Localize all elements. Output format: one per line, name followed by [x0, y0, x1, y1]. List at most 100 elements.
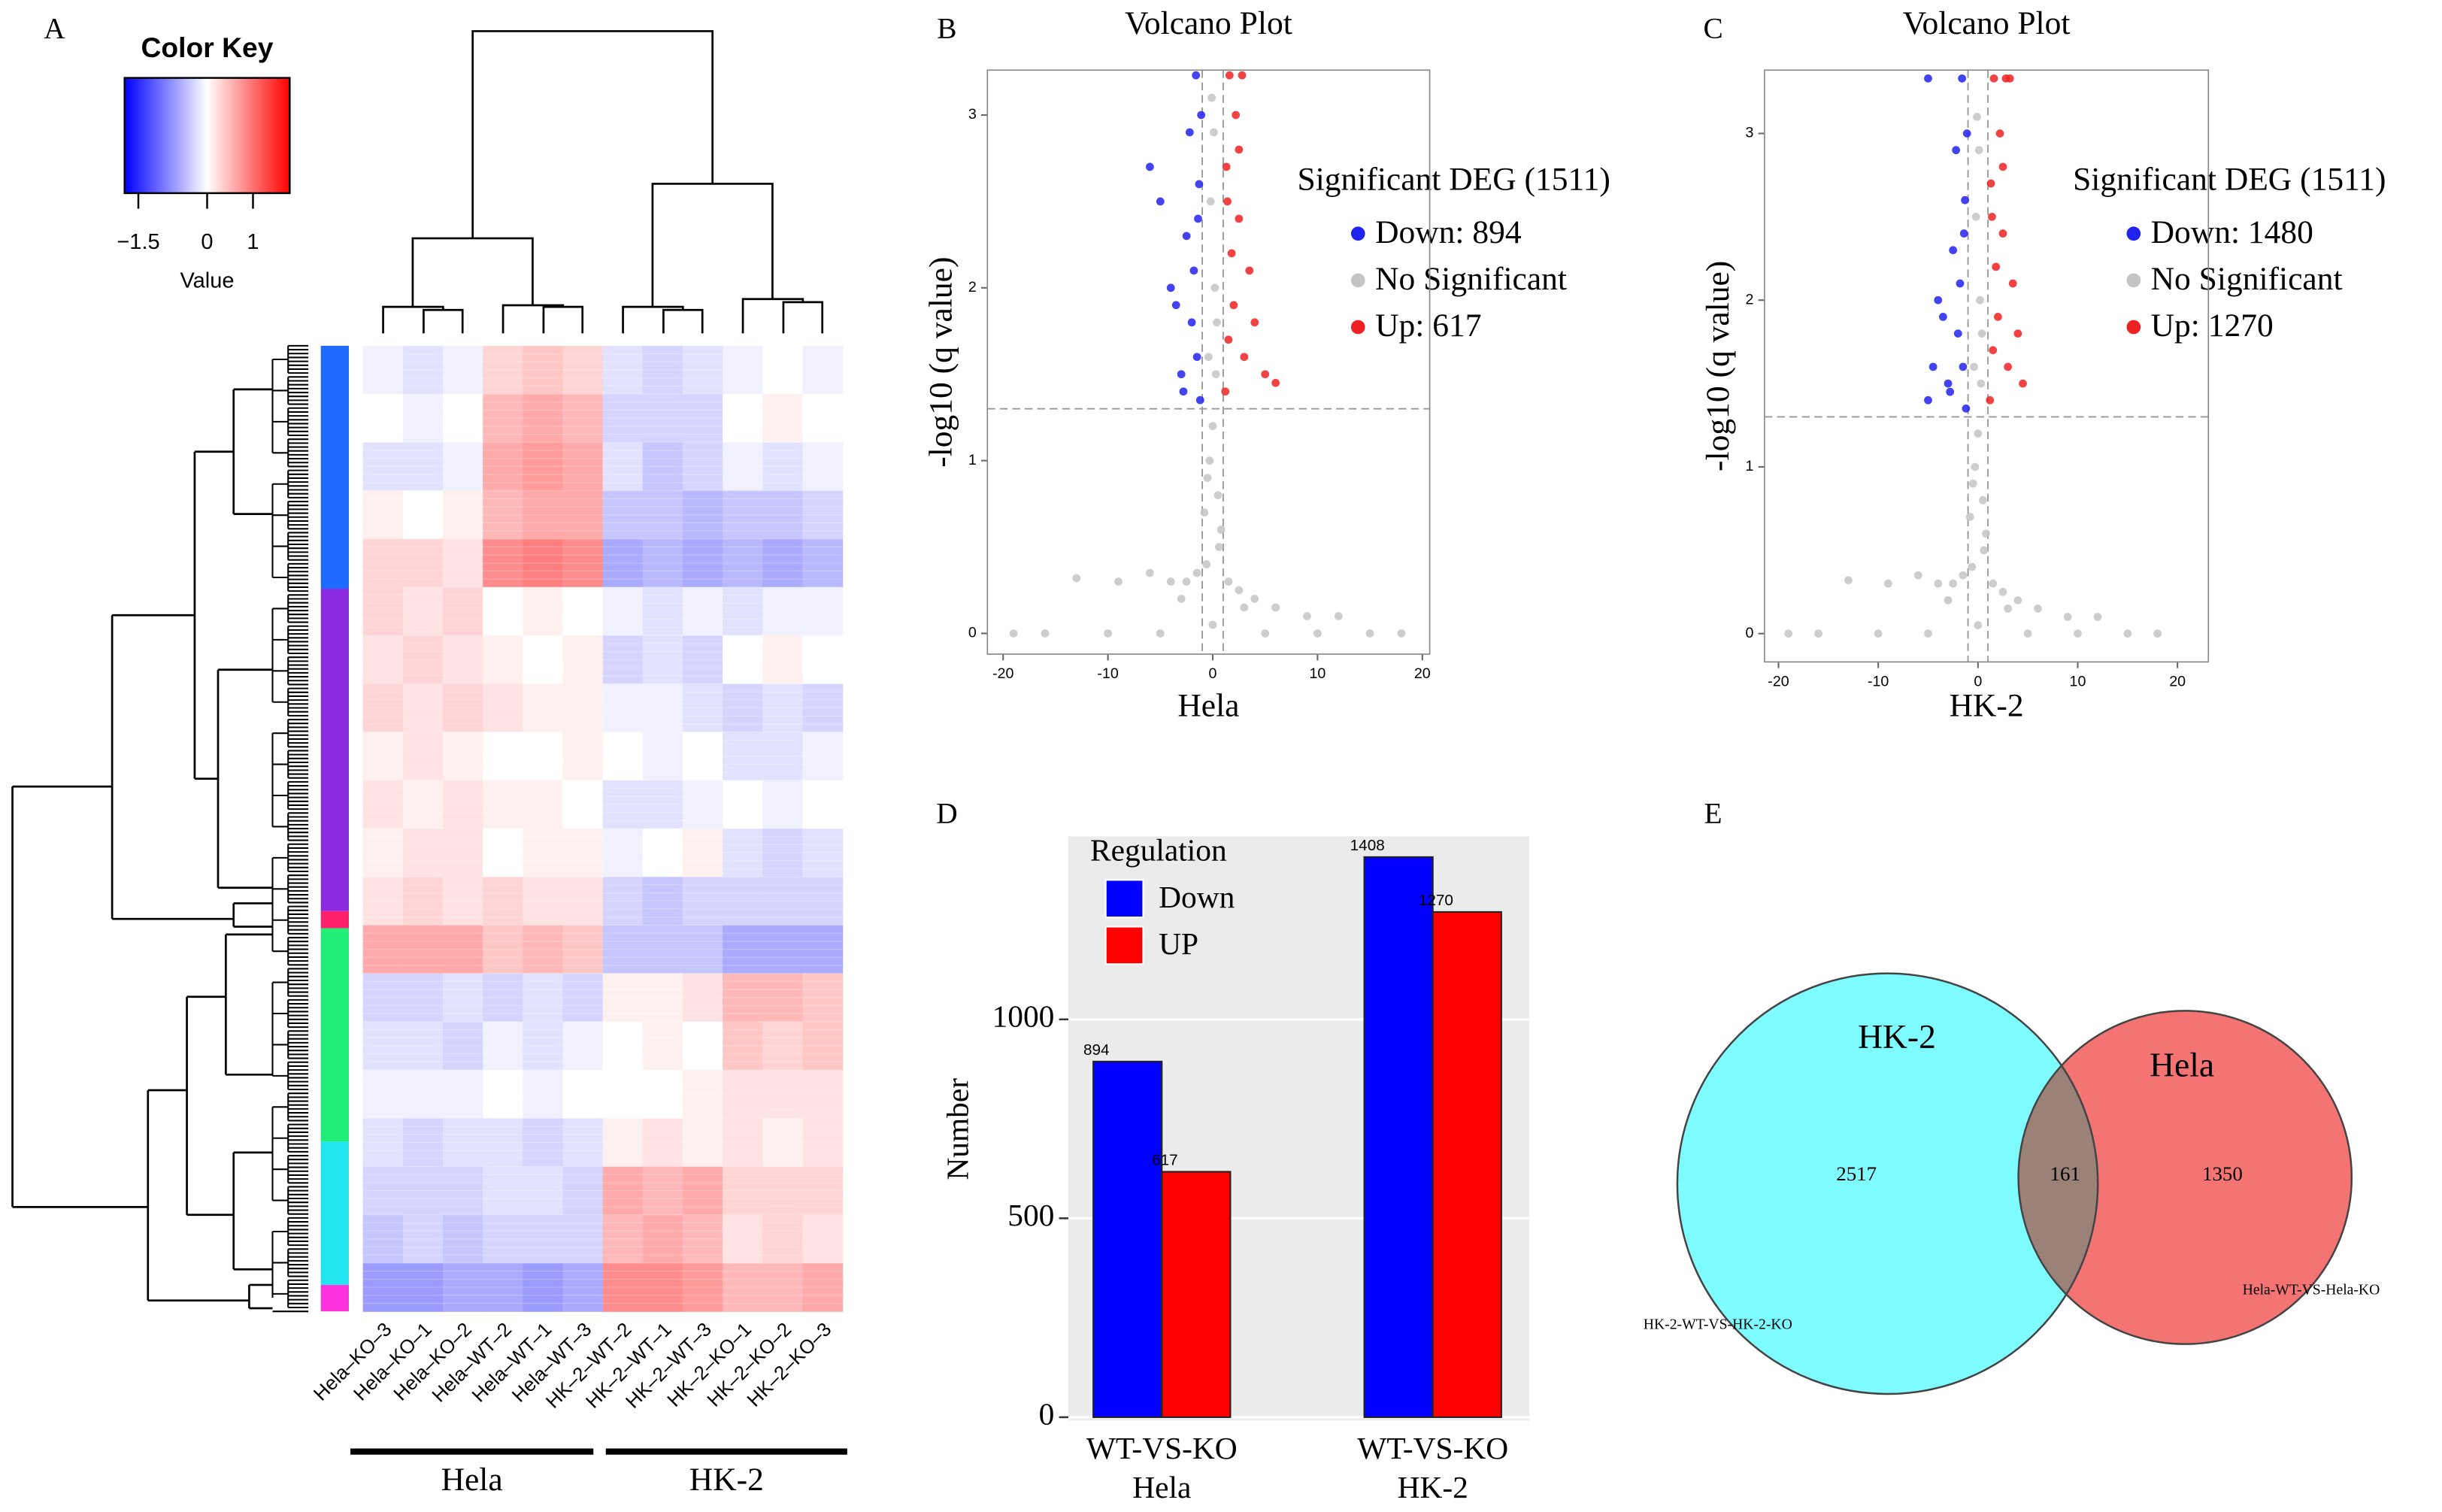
heatmap-cell	[682, 780, 723, 829]
point	[1240, 603, 1249, 612]
point	[1995, 129, 2004, 138]
point	[2034, 604, 2042, 613]
heatmap-cell	[762, 394, 804, 443]
y-tick-label: 2	[968, 279, 977, 295]
heatmap-cell	[483, 1021, 523, 1071]
heatmap-cell	[402, 1118, 444, 1168]
heatmap-cell	[762, 345, 804, 395]
point	[2063, 613, 2072, 621]
heatmap-cell	[802, 973, 844, 1023]
point	[1884, 579, 1892, 588]
y-tick-label: 0	[968, 625, 977, 641]
heatmap-cell	[523, 925, 564, 974]
y-axis-label: Number	[941, 1078, 975, 1180]
heatmap-cell	[562, 732, 604, 781]
point	[1974, 146, 1983, 155]
venn-set	[2018, 1011, 2352, 1344]
heatmap-cell	[723, 780, 763, 829]
heatmap-cell	[362, 1166, 404, 1216]
heatmap-cell	[602, 973, 644, 1023]
heatmap-cell	[362, 490, 404, 540]
point	[1192, 71, 1201, 80]
point	[1928, 362, 1938, 371]
point	[1949, 246, 1958, 255]
point	[1210, 128, 1218, 137]
heatmap-cell	[483, 635, 523, 685]
heatmap-cell	[723, 490, 763, 540]
legend-label: No Significant	[1375, 261, 1567, 297]
heatmap-cell	[723, 586, 763, 636]
heatmap-cell	[523, 635, 564, 685]
heatmap-cell	[483, 1070, 523, 1119]
data-label: 1408	[1350, 837, 1385, 854]
point	[1114, 577, 1123, 586]
heatmap-cell	[642, 442, 683, 492]
heatmap-cell	[523, 345, 564, 395]
heatmap-cell	[602, 1214, 644, 1264]
heatmap-cell	[723, 829, 763, 877]
heatmap-cell	[402, 829, 444, 877]
heatmap-cell	[442, 732, 483, 781]
point	[1194, 214, 1202, 223]
heatmap-cell	[442, 1166, 483, 1216]
point	[1989, 74, 1998, 83]
x-tick-label: HK-2	[1398, 1470, 1468, 1504]
heatmap-cell	[442, 925, 483, 974]
point	[1245, 266, 1254, 275]
heatmap-cell	[483, 442, 523, 492]
legend-label: No Significant	[2151, 261, 2343, 297]
point	[1250, 318, 1259, 327]
heatmap-cell	[642, 490, 683, 540]
point	[1939, 313, 1947, 321]
heatmap-cell	[723, 683, 763, 733]
point	[1182, 232, 1191, 241]
y-tick-label: 2	[1745, 291, 1753, 308]
heatmap-cell	[802, 732, 844, 781]
heatmap-cell	[802, 345, 844, 395]
heatmap-cell	[362, 925, 404, 974]
heatmap-cell	[802, 490, 844, 540]
heatmap-cell	[523, 538, 564, 588]
point	[1227, 249, 1236, 258]
overlap-count: 161	[2050, 1162, 2080, 1185]
point	[1968, 479, 1977, 488]
heatmap-cell	[642, 1166, 683, 1216]
point	[1976, 295, 1984, 305]
x-tick-label: 0	[1209, 665, 1217, 682]
point	[1998, 587, 2007, 596]
point	[1177, 595, 1186, 603]
heatmap-cell	[402, 877, 444, 926]
y-tick-label: 0	[1745, 625, 1753, 641]
heatmap-cell	[642, 829, 683, 877]
heatmap-cell	[523, 1118, 564, 1168]
point	[1958, 74, 1966, 83]
chart-title: Volcano Plot	[1903, 5, 2071, 41]
heatmap-cell	[602, 925, 644, 974]
point	[1993, 313, 2002, 321]
point	[1192, 568, 1201, 577]
heatmap-cell	[402, 925, 444, 974]
heatmap-cell	[562, 973, 604, 1023]
heatmap-cell	[602, 345, 644, 395]
heatmap-cell	[682, 394, 723, 443]
heatmap-cell	[523, 973, 564, 1023]
heatmap-cell	[523, 1262, 564, 1312]
heatmap-cell	[523, 780, 564, 829]
data-label: 894	[1083, 1041, 1110, 1059]
x-tick-label: 0	[1974, 674, 1982, 690]
legend-swatch	[1350, 226, 1365, 241]
row-dendrogram-leaves	[271, 344, 309, 1313]
heatmap-cell	[642, 394, 683, 443]
heatmap-cell	[762, 780, 804, 829]
point	[1977, 329, 1986, 338]
heatmap-cell	[723, 1021, 763, 1071]
legend-title: Significant DEG (1511)	[2073, 161, 2386, 197]
legend-label: Up: 617	[1375, 308, 1481, 344]
point	[1989, 346, 1998, 355]
row-cluster	[320, 1284, 349, 1312]
y-axis-label: -log10 (q value)	[923, 257, 959, 468]
heatmap-cell	[602, 1070, 644, 1119]
heatmap-cell	[642, 780, 683, 829]
heatmap-cell	[682, 490, 723, 540]
heatmap-cell	[602, 1262, 644, 1312]
